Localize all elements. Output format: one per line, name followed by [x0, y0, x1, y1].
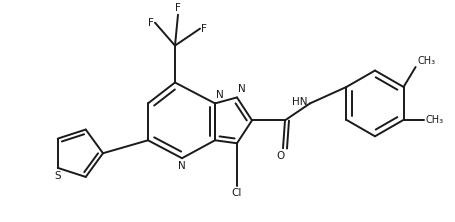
Text: F: F — [148, 18, 154, 28]
Text: O: O — [276, 151, 284, 161]
Text: S: S — [54, 171, 61, 181]
Text: Cl: Cl — [231, 188, 242, 198]
Text: N: N — [238, 84, 245, 94]
Text: F: F — [201, 24, 207, 34]
Text: CH₃: CH₃ — [425, 115, 443, 125]
Text: N: N — [216, 90, 223, 100]
Text: CH₃: CH₃ — [417, 56, 435, 66]
Text: F: F — [175, 3, 181, 13]
Text: HN: HN — [292, 97, 307, 107]
Text: N: N — [178, 161, 186, 171]
